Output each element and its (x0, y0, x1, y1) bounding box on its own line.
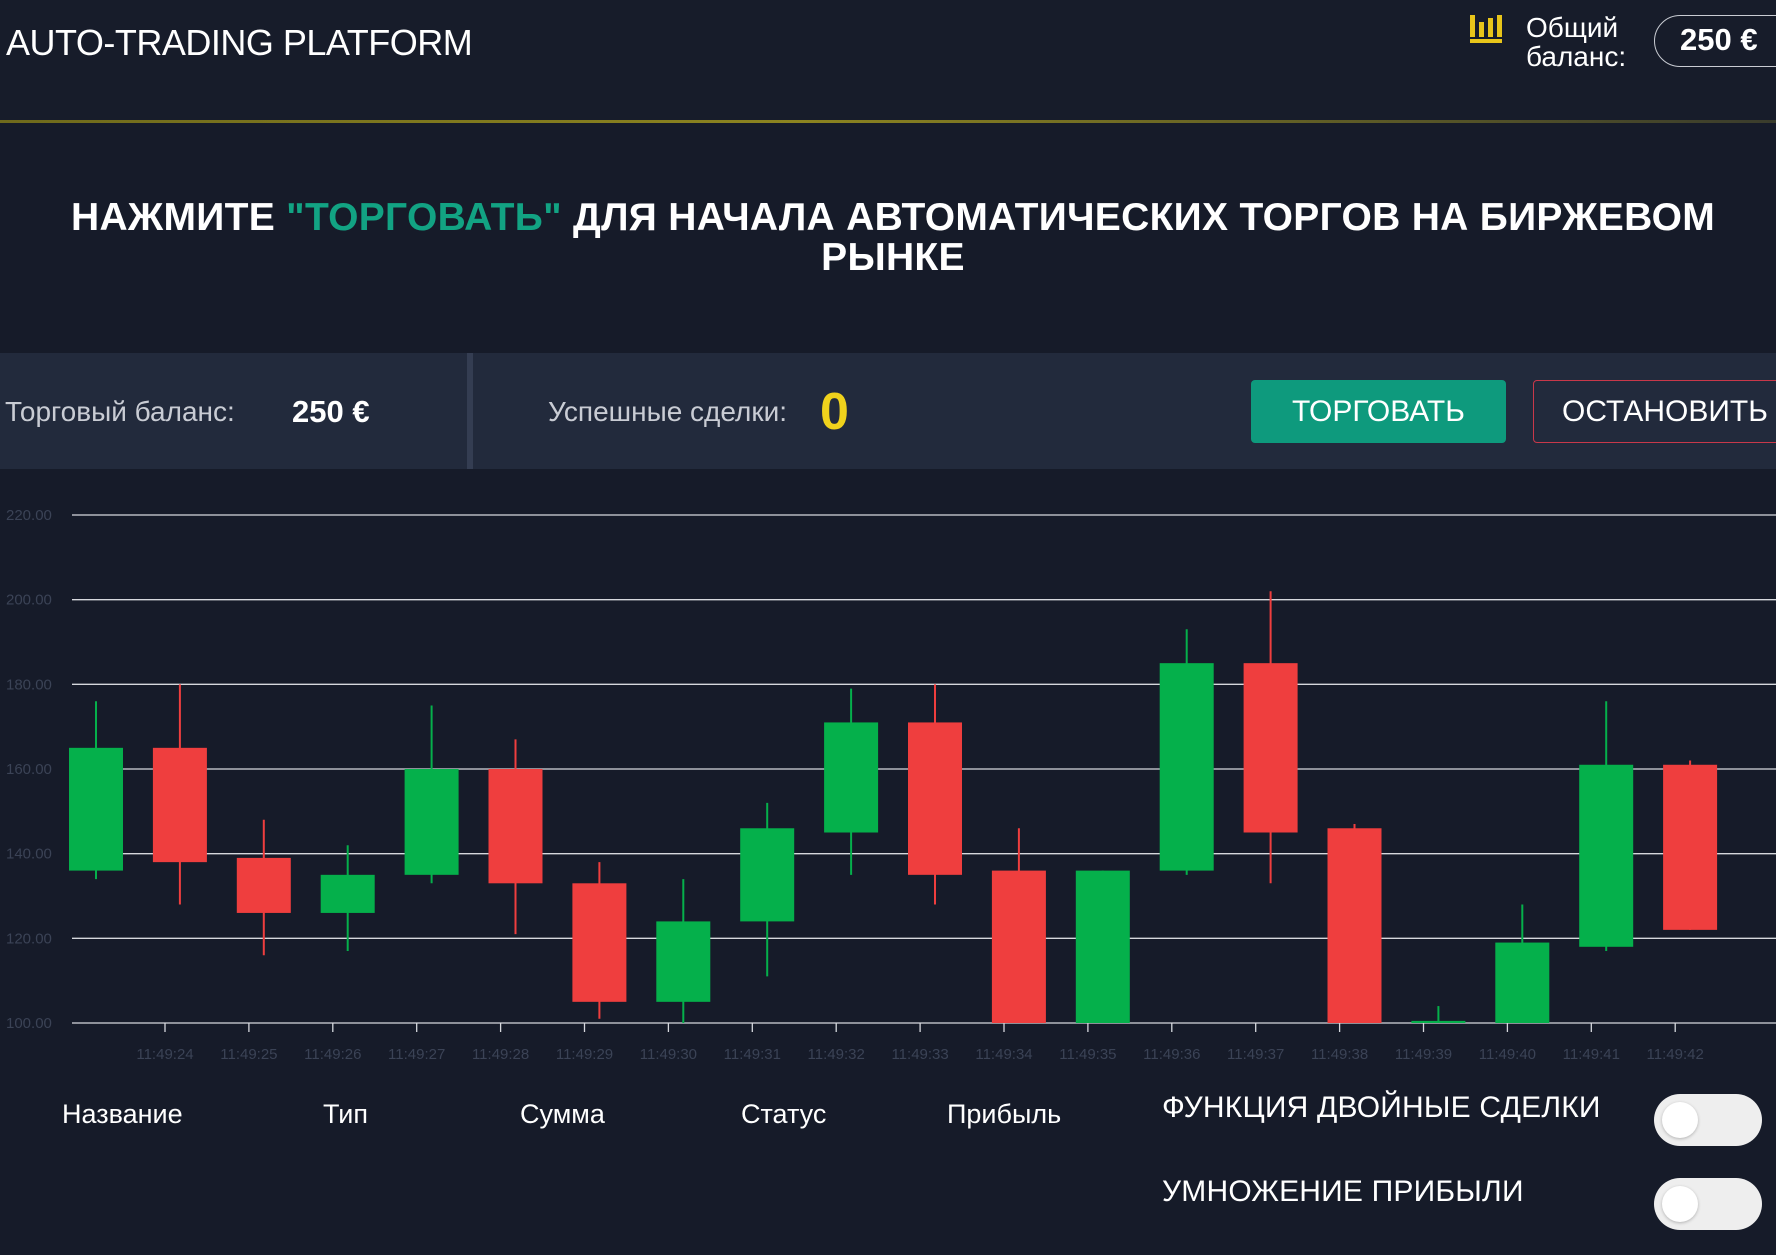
x-tick-label: 11:49:30 (640, 1046, 697, 1063)
x-tick-label: 11:49:42 (1647, 1046, 1704, 1063)
trade-balance-label: Торговый баланс: (5, 396, 235, 427)
y-tick-label: 220.00 (6, 507, 52, 524)
double-trades-label: ФУНКЦИЯ ДВОЙНЫЕ СДЕЛКИ (1162, 1091, 1601, 1124)
x-tick-label: 11:49:26 (304, 1046, 361, 1063)
column-header-name: Название (62, 1099, 183, 1129)
stats-bar (0, 353, 1776, 469)
candle-body (1159, 663, 1214, 871)
y-tick-label: 160.00 (6, 761, 52, 778)
trade-balance-value: 250 € (292, 394, 370, 429)
profit-multiply-toggle[interactable] (1654, 1178, 1762, 1230)
x-tick-label: 11:49:34 (975, 1046, 1032, 1063)
headline-part1: НАЖМИТЕ (71, 196, 287, 239)
candle-body (572, 883, 627, 1002)
y-tick-label: 140.00 (6, 846, 52, 863)
candle-body (991, 870, 1046, 1023)
candle-body (236, 857, 291, 913)
profit-multiply-label: УМНОЖЕНИЕ ПРИБЫЛИ (1162, 1175, 1524, 1208)
header-divider (0, 120, 1776, 123)
x-tick-label: 11:49:31 (724, 1046, 781, 1063)
column-header-amount: Сумма (520, 1099, 605, 1129)
x-tick-label: 11:49:38 (1311, 1046, 1368, 1063)
trade-button[interactable]: ТОРГОВАТЬ (1251, 380, 1506, 443)
x-tick-label: 11:49:28 (472, 1046, 529, 1063)
candle-body (1663, 764, 1718, 930)
candle-body (1495, 942, 1550, 1023)
app-title: AUTO-TRADING PLATFORM (6, 22, 473, 63)
x-tick-label: 11:49:39 (1395, 1046, 1452, 1063)
candle-body (824, 722, 879, 833)
headline-part2: ДЛЯ НАЧАЛА АВТОМАТИЧЕСКИХ ТОРГОВ НА БИРЖ… (561, 196, 1715, 279)
x-tick-label: 11:49:27 (388, 1046, 445, 1063)
candle-body (1243, 663, 1298, 833)
headline-accent: "ТОРГОВАТЬ" (286, 196, 562, 239)
y-tick-label: 120.00 (6, 930, 52, 947)
stats-divider (467, 353, 473, 469)
successful-trades-label: Успешные сделки: (548, 396, 788, 427)
total-balance-label-line1: Общий (1526, 12, 1619, 43)
total-balance-value: 250 € (1680, 22, 1758, 57)
x-tick-label: 11:49:29 (556, 1046, 613, 1063)
candle-body (740, 828, 795, 922)
candle-body (69, 747, 123, 871)
page-headline: НАЖМИТЕ "ТОРГОВАТЬ" ДЛЯ НАЧАЛА АВТОМАТИЧ… (40, 198, 1746, 278)
column-header-type: Тип (323, 1099, 369, 1129)
total-balance-label: Общий баланс: (1526, 13, 1626, 71)
successful-trades-value: 0 (820, 383, 849, 441)
x-tick-label: 11:49:36 (1143, 1046, 1200, 1063)
column-header-profit: Прибыль (947, 1099, 1062, 1129)
candle-body (908, 722, 962, 875)
toggle-knob (1662, 1186, 1698, 1222)
candlestick-chart: 220.00 200.00 180.00 160.00 140.00 120.00 100.… (6, 507, 1776, 1063)
total-balance-label-line2: баланс: (1526, 41, 1627, 72)
y-tick-label: 200.00 (6, 592, 52, 609)
candle-body (404, 769, 459, 875)
x-tick-label: 11:49:25 (220, 1046, 277, 1063)
x-tick-label: 11:49:35 (1059, 1046, 1116, 1063)
candle-body (1327, 828, 1382, 1023)
y-tick-label: 100.00 (6, 1015, 52, 1032)
total-balance-pill (1654, 15, 1776, 67)
candle-body (152, 747, 207, 863)
stop-button[interactable]: ОСТАНОВИТЬ (1533, 380, 1776, 443)
x-tick-label: 11:49:33 (891, 1046, 948, 1063)
candle-body (1411, 1020, 1466, 1023)
candle-body (1579, 764, 1634, 947)
x-tick-label: 11:49:32 (808, 1046, 865, 1063)
toggle-knob (1662, 1102, 1698, 1138)
top-header (0, 0, 1776, 122)
candle-body (488, 769, 543, 884)
x-tick-label: 11:49:40 (1479, 1046, 1536, 1063)
x-tick-label: 11:49:41 (1563, 1046, 1620, 1063)
column-header-status: Статус (741, 1099, 827, 1129)
double-trades-toggle[interactable] (1654, 1094, 1762, 1146)
bar-chart-icon (1470, 15, 1502, 43)
candle-body (1075, 870, 1130, 1023)
x-tick-label: 11:49:37 (1227, 1046, 1284, 1063)
y-tick-label: 180.00 (6, 676, 52, 693)
candle-body (656, 921, 711, 1002)
x-tick-label: 11:49:24 (136, 1046, 193, 1063)
candle-body (320, 874, 375, 913)
